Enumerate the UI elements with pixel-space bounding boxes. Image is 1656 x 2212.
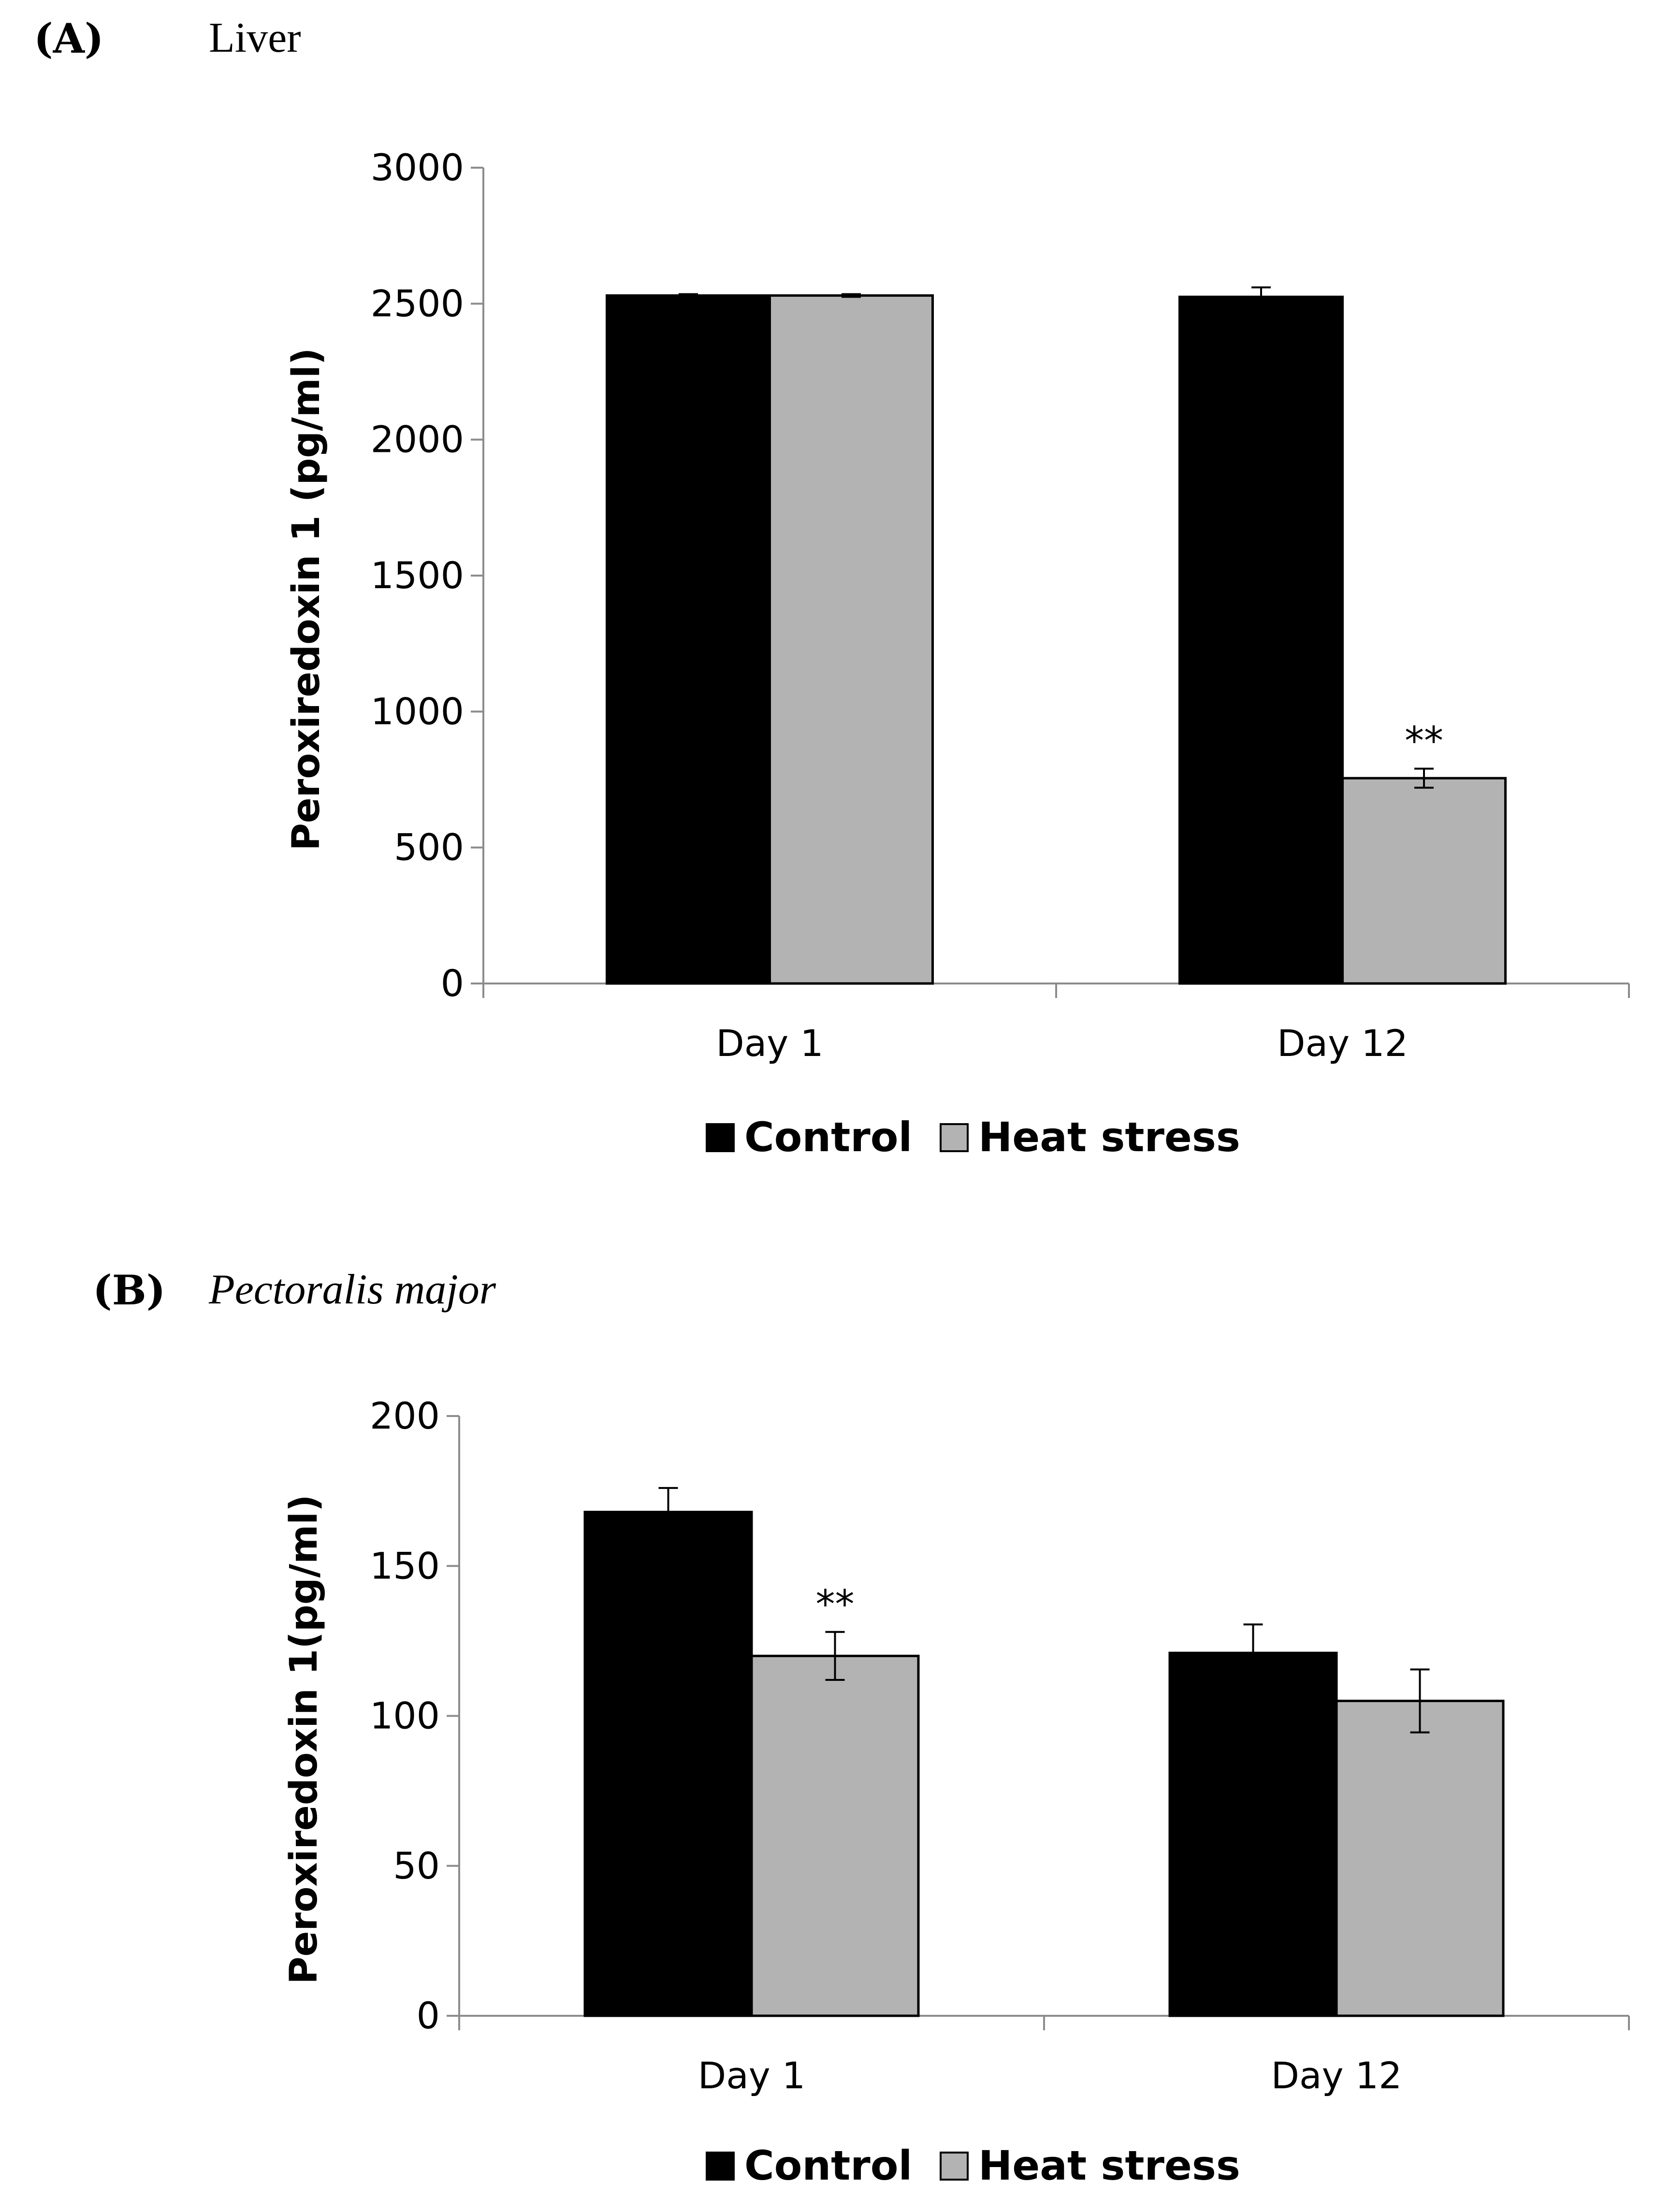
legend-label-heat-stress: Heat stress — [978, 2142, 1240, 2189]
y-axis-label: Peroxiredoxin 1(pg/ml) — [282, 1494, 326, 1984]
legend-label-heat-stress: Heat stress — [978, 1113, 1240, 1161]
chart-liver: 0 500 1000 1500 2000 2500 3000 Day 1 Day 12 ** Co… — [285, 146, 1630, 1161]
panel-a-title: Liver — [209, 14, 301, 61]
y-tick-label: 150 — [370, 1544, 440, 1587]
bar-control — [1168, 1651, 1338, 2017]
bar-heat-stress — [1335, 1699, 1505, 2017]
y-tick-label: 0 — [417, 1994, 440, 2037]
chart-pectoralis-major: 0 50 100 150 200 Day 1 Day 12 ** Control Heat st… — [282, 1394, 1630, 2189]
significance-marker: ** — [1405, 718, 1443, 763]
x-tick-label: Day 1 — [716, 1022, 824, 1065]
significance-marker: ** — [816, 1582, 855, 1627]
y-axis-label: Peroxiredoxin 1 (pg/ml) — [285, 348, 328, 851]
panel-b-letter: (B) — [93, 1266, 166, 1314]
legend-swatch-control — [706, 1123, 735, 1152]
panel-a-letter: (A) — [34, 14, 104, 62]
bar-control — [583, 1511, 753, 2017]
y-tick-label: 50 — [393, 1844, 440, 1887]
legend-label-control: Control — [744, 1113, 912, 1161]
legend-swatch-heat-stress — [940, 2152, 969, 2181]
x-tick-label: Day 12 — [1277, 1022, 1408, 1065]
bar-heat-stress — [750, 1654, 920, 2017]
y-tick-label: 100 — [370, 1694, 440, 1737]
y-tick-label: 1500 — [371, 554, 464, 597]
bar-heat-stress — [769, 294, 934, 985]
x-tick-label: Day 12 — [1271, 2054, 1402, 2097]
y-tick-label: 0 — [441, 962, 464, 1005]
y-tick-label: 200 — [370, 1394, 440, 1437]
legend-label-control: Control — [744, 2142, 912, 2189]
panel-b-title: Pectoralis major — [209, 1266, 496, 1313]
legend-swatch-control — [706, 2152, 735, 2181]
y-tick-label: 1000 — [371, 690, 464, 733]
y-tick-label: 3000 — [371, 146, 464, 189]
y-tick-label: 500 — [394, 826, 464, 869]
bar-control — [606, 294, 771, 985]
y-tick-label: 2000 — [371, 418, 464, 461]
y-tick-label: 2500 — [371, 282, 464, 325]
x-tick-label: Day 1 — [698, 2054, 806, 2097]
legend-swatch-heat-stress — [940, 1123, 969, 1152]
bar-control — [1178, 295, 1344, 985]
bar-heat-stress — [1341, 777, 1507, 985]
